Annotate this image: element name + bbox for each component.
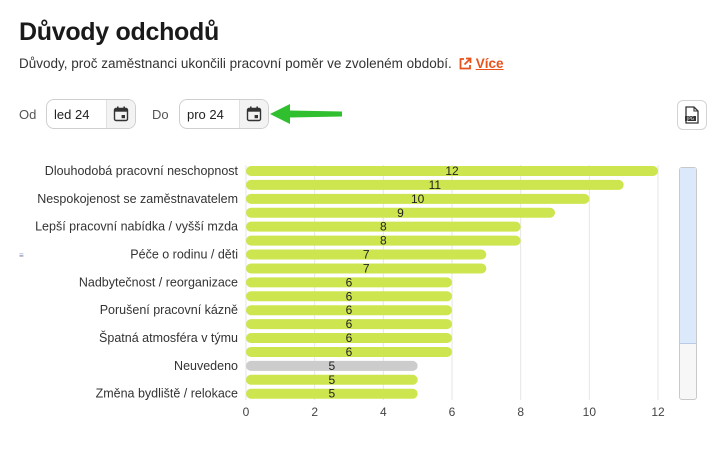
- chart-scrollbar-thumb[interactable]: [680, 168, 696, 344]
- bar: [246, 179, 624, 190]
- jpg-export-icon: JPG: [685, 106, 699, 124]
- chart-scrollbar[interactable]: [679, 167, 697, 400]
- bar-value-label: 5: [328, 359, 335, 373]
- x-tick-label: 12: [651, 405, 665, 419]
- bar-value-label: 6: [346, 317, 353, 331]
- bar-value-label: 8: [380, 220, 387, 234]
- bar: [246, 360, 418, 371]
- x-tick-label: 4: [380, 405, 387, 419]
- category-label: Změna bydliště / relokace: [96, 387, 238, 401]
- date-from-calendar-button[interactable]: [106, 100, 135, 128]
- subtitle-text: Důvody, proč zaměstnanci ukončili pracov…: [19, 56, 452, 71]
- category-label: Nadbytečnost / reorganizace: [79, 275, 238, 289]
- bar-value-label: 8: [380, 234, 387, 248]
- bar: [246, 263, 487, 274]
- bar: [246, 291, 452, 302]
- category-label: Nespokojenost se zaměstnavatelem: [37, 192, 238, 206]
- date-to-field[interactable]: pro 24: [179, 99, 269, 129]
- bar-value-label: 6: [346, 345, 353, 359]
- category-label: Lepší pracovní nabídka / vyšší mzda: [35, 220, 238, 234]
- bar: [246, 319, 452, 330]
- svg-text:JPG: JPG: [686, 116, 694, 121]
- bar-value-label: 10: [411, 192, 425, 206]
- category-label: Péče o rodinu / děti: [130, 248, 238, 262]
- more-link-label: Více: [475, 56, 504, 71]
- bar: [246, 388, 418, 399]
- x-tick-label: 0: [243, 405, 250, 419]
- bar: [246, 333, 452, 344]
- bar-value-label: 5: [328, 387, 335, 401]
- bar: [246, 305, 452, 316]
- page-title: Důvody odchodů: [19, 18, 219, 46]
- x-tick-label: 6: [449, 405, 456, 419]
- bar-value-label: 12: [445, 164, 459, 178]
- category-label: Neuvedeno: [174, 359, 238, 373]
- category-label: Porušení pracovní kázně: [100, 303, 238, 317]
- category-label: Špatná atmosféra v týmu: [99, 330, 238, 345]
- export-jpg-button[interactable]: JPG: [677, 100, 707, 130]
- calendar-icon: [246, 106, 262, 122]
- bar-value-label: 9: [397, 206, 404, 220]
- to-label: Do: [152, 107, 169, 122]
- x-tick-label: 2: [311, 405, 318, 419]
- bar: [246, 346, 452, 357]
- date-to-calendar-button[interactable]: [239, 100, 268, 128]
- bar: [246, 235, 521, 246]
- bar-value-label: 6: [346, 289, 353, 303]
- bar-value-label: 5: [328, 373, 335, 387]
- bar: [246, 374, 418, 385]
- calendar-icon: [113, 106, 129, 122]
- date-from-field[interactable]: led 24: [46, 99, 136, 129]
- bar: [246, 207, 555, 218]
- bar-value-label: 11: [429, 178, 442, 192]
- x-tick-label: 10: [583, 405, 597, 419]
- bar-value-label: 7: [363, 261, 370, 275]
- bar: [246, 221, 521, 232]
- bar-value-label: 6: [346, 331, 353, 345]
- bar-value-label: 7: [363, 248, 370, 262]
- from-label: Od: [19, 107, 37, 122]
- green-arrow-icon: [270, 104, 342, 124]
- date-from-value: led 24: [54, 106, 90, 122]
- page-subtitle: Důvody, proč zaměstnanci ukončili pracov…: [19, 56, 504, 71]
- more-link[interactable]: Více: [458, 56, 504, 71]
- bar-value-label: 6: [346, 303, 353, 317]
- date-to-value: pro 24: [187, 106, 224, 122]
- external-link-icon: [459, 57, 472, 69]
- bar: [246, 193, 590, 204]
- scrollbar-grip-icon: ≡: [19, 251, 24, 260]
- bar: [246, 166, 658, 176]
- bar: [246, 277, 452, 288]
- category-label: Dlouhodobá pracovní neschopnost: [45, 164, 239, 178]
- bar: [246, 249, 487, 260]
- x-tick-label: 8: [517, 405, 524, 419]
- bar-value-label: 6: [346, 275, 353, 289]
